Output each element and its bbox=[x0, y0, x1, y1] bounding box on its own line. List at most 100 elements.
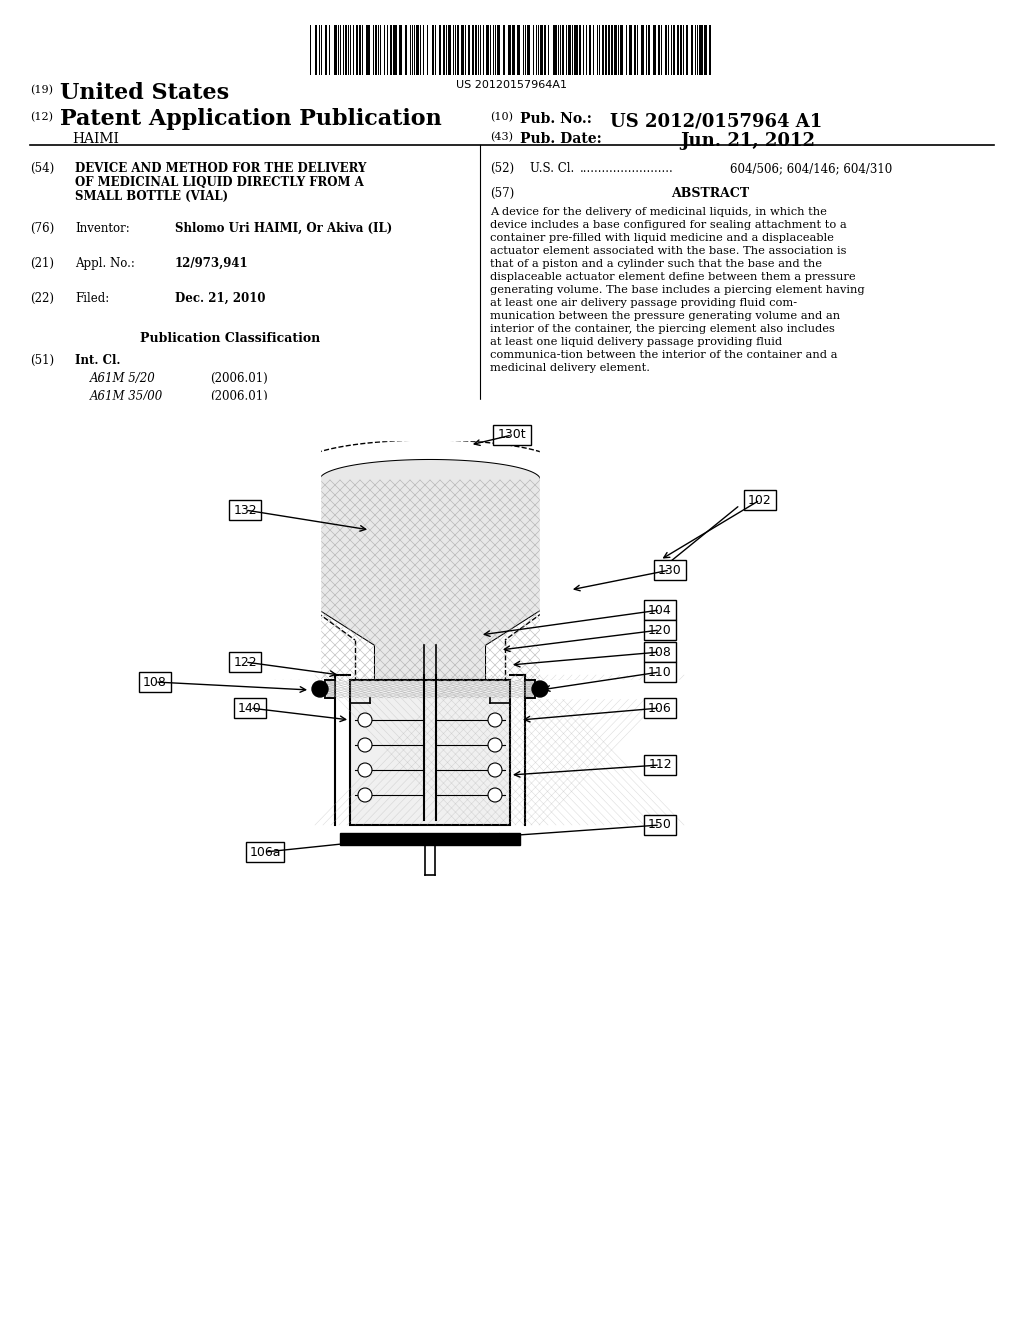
Text: 122: 122 bbox=[233, 656, 257, 668]
Circle shape bbox=[488, 713, 502, 727]
Bar bbox=[544, 25, 546, 75]
Text: (12): (12) bbox=[30, 112, 53, 123]
Circle shape bbox=[312, 681, 328, 697]
Bar bbox=[439, 25, 441, 75]
Bar bbox=[345, 25, 347, 75]
Text: 130: 130 bbox=[658, 564, 682, 577]
Bar bbox=[375, 25, 377, 75]
Circle shape bbox=[488, 738, 502, 752]
Bar bbox=[540, 25, 543, 75]
Bar bbox=[497, 25, 500, 75]
Circle shape bbox=[532, 681, 548, 697]
Text: Appl. No.:: Appl. No.: bbox=[75, 257, 135, 271]
Bar bbox=[605, 25, 607, 75]
FancyBboxPatch shape bbox=[644, 601, 676, 620]
Text: Inventor:: Inventor: bbox=[75, 222, 130, 235]
Text: 106: 106 bbox=[648, 701, 672, 714]
Bar bbox=[673, 25, 675, 75]
Text: munication between the pressure generating volume and an: munication between the pressure generati… bbox=[490, 312, 840, 321]
Text: HAIMI: HAIMI bbox=[72, 132, 119, 147]
Text: (43): (43) bbox=[490, 132, 513, 143]
Bar bbox=[579, 25, 581, 75]
Text: (54): (54) bbox=[30, 162, 54, 176]
Text: 108: 108 bbox=[143, 676, 167, 689]
Bar bbox=[475, 25, 477, 75]
Text: (57): (57) bbox=[490, 187, 514, 201]
Bar bbox=[449, 25, 451, 75]
Text: (10): (10) bbox=[490, 112, 513, 123]
Bar bbox=[432, 25, 434, 75]
Bar bbox=[568, 25, 571, 75]
Bar bbox=[691, 25, 693, 75]
Bar bbox=[325, 25, 327, 75]
Text: 104: 104 bbox=[648, 603, 672, 616]
Bar bbox=[634, 25, 636, 75]
Text: (2006.01): (2006.01) bbox=[210, 389, 267, 403]
Text: Int. Cl.: Int. Cl. bbox=[75, 354, 121, 367]
Circle shape bbox=[488, 788, 502, 803]
Text: device includes a base configured for sealing attachment to a: device includes a base configured for se… bbox=[490, 220, 847, 230]
Text: Pub. No.:: Pub. No.: bbox=[520, 112, 592, 125]
Bar bbox=[517, 25, 520, 75]
Text: (21): (21) bbox=[30, 257, 54, 271]
Text: A61M 35/00: A61M 35/00 bbox=[90, 389, 163, 403]
Bar bbox=[709, 25, 711, 75]
Text: 112: 112 bbox=[648, 759, 672, 771]
FancyBboxPatch shape bbox=[644, 698, 676, 718]
Bar bbox=[503, 25, 505, 75]
Bar bbox=[393, 25, 397, 75]
Bar bbox=[457, 25, 459, 75]
Bar bbox=[680, 25, 682, 75]
Text: 110: 110 bbox=[648, 665, 672, 678]
Text: (51): (51) bbox=[30, 354, 54, 367]
Bar bbox=[399, 25, 402, 75]
Bar bbox=[620, 25, 623, 75]
FancyBboxPatch shape bbox=[229, 500, 261, 520]
Text: container pre-filled with liquid medicine and a displaceable: container pre-filled with liquid medicin… bbox=[490, 234, 834, 243]
Text: (19): (19) bbox=[30, 84, 53, 95]
Bar bbox=[562, 25, 564, 75]
Text: interior of the container, the piercing element also includes: interior of the container, the piercing … bbox=[490, 323, 835, 334]
Text: U.S. Cl.: U.S. Cl. bbox=[530, 162, 574, 176]
Text: DEVICE AND METHOD FOR THE DELIVERY: DEVICE AND METHOD FOR THE DELIVERY bbox=[75, 162, 367, 176]
FancyBboxPatch shape bbox=[493, 425, 531, 445]
FancyBboxPatch shape bbox=[744, 490, 776, 510]
Bar bbox=[334, 25, 337, 75]
Bar bbox=[686, 25, 688, 75]
Text: at least one air delivery passage providing fluid com-: at least one air delivery passage provid… bbox=[490, 298, 797, 308]
Bar bbox=[589, 25, 591, 75]
Text: (2006.01): (2006.01) bbox=[210, 372, 267, 385]
Text: that of a piston and a cylinder such that the base and the: that of a piston and a cylinder such tha… bbox=[490, 259, 822, 269]
Bar bbox=[574, 25, 578, 75]
Bar bbox=[608, 25, 610, 75]
FancyBboxPatch shape bbox=[644, 642, 676, 663]
Bar bbox=[350, 680, 510, 825]
Bar bbox=[527, 25, 530, 75]
Text: generating volume. The base includes a piercing element having: generating volume. The base includes a p… bbox=[490, 285, 864, 294]
Text: Filed:: Filed: bbox=[75, 292, 110, 305]
Bar bbox=[665, 25, 667, 75]
Bar bbox=[602, 25, 604, 75]
Circle shape bbox=[358, 763, 372, 777]
Bar bbox=[629, 25, 632, 75]
Bar bbox=[653, 25, 656, 75]
Bar bbox=[553, 25, 557, 75]
Text: medicinal delivery element.: medicinal delivery element. bbox=[490, 363, 650, 374]
FancyBboxPatch shape bbox=[234, 698, 266, 718]
Text: (22): (22) bbox=[30, 292, 54, 305]
Text: displaceable actuator element define between them a pressure: displaceable actuator element define bet… bbox=[490, 272, 856, 282]
Text: Pub. Date:: Pub. Date: bbox=[520, 132, 602, 147]
Bar bbox=[315, 25, 317, 75]
Text: 130t: 130t bbox=[498, 429, 526, 441]
FancyBboxPatch shape bbox=[654, 560, 686, 579]
Bar bbox=[486, 25, 489, 75]
Bar bbox=[461, 25, 464, 75]
Bar bbox=[416, 25, 419, 75]
Bar bbox=[648, 25, 650, 75]
FancyBboxPatch shape bbox=[644, 620, 676, 640]
Bar bbox=[705, 25, 707, 75]
Text: United States: United States bbox=[60, 82, 229, 104]
Text: Jun. 21, 2012: Jun. 21, 2012 bbox=[680, 132, 815, 150]
Text: 140: 140 bbox=[239, 701, 262, 714]
Text: OF MEDICINAL LIQUID DIRECTLY FROM A: OF MEDICINAL LIQUID DIRECTLY FROM A bbox=[75, 176, 364, 189]
